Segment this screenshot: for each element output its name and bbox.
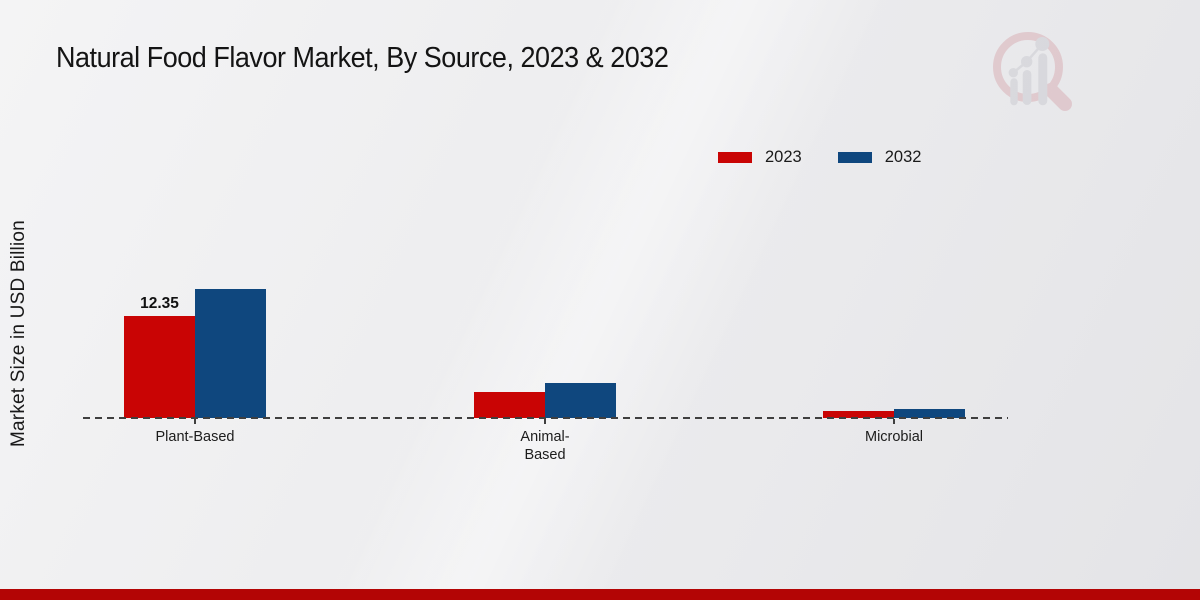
bar-2023-plant-based: [124, 316, 195, 418]
footer-accent-bar: [0, 589, 1200, 600]
category-label-microbial: Microbial: [864, 429, 923, 445]
legend-swatch-2032: [837, 152, 872, 163]
x-tick-animal-based: [544, 419, 546, 424]
bar-2032-plant-based: [195, 289, 266, 418]
bar-2032-microbial: [894, 408, 965, 418]
category-label-animal-based: Animal- Based: [520, 429, 570, 464]
bar-2023-animal-based: [474, 391, 545, 418]
x-tick-plant-based: [194, 419, 196, 424]
x-tick-microbial: [893, 419, 895, 424]
legend-label-2023: 2023: [765, 148, 802, 166]
zero-baseline-dashed: [83, 417, 1008, 419]
legend-label-2032: 2032: [884, 148, 922, 166]
chart-title: Natural Food Flavor Market, By Source, 2…: [56, 42, 669, 74]
bar-2023-microbial: [823, 411, 894, 418]
legend: 2023 2032: [718, 148, 921, 167]
bar-value-label: 12.35: [140, 294, 179, 312]
legend-item-2023: 2023: [718, 148, 802, 167]
bar-2032-animal-based: [545, 383, 616, 418]
legend-item-2032: 2032: [837, 148, 922, 167]
legend-swatch-2023: [718, 152, 752, 163]
category-label-plant-based: Plant-Based: [155, 429, 235, 445]
market-research-watermark-icon: [993, 32, 1072, 111]
